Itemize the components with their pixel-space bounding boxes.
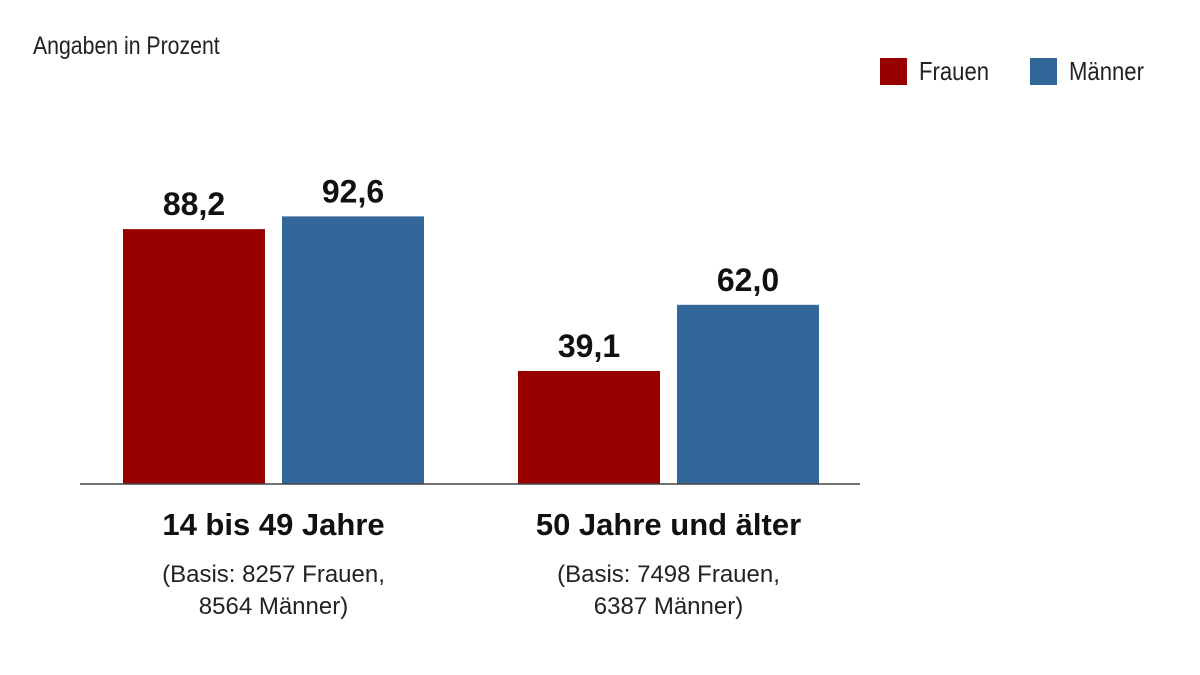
category-label: 14 bis 49 Jahre: [162, 507, 384, 542]
chart-subtitle: Angaben in Prozent: [33, 32, 220, 60]
bar-frauen: [518, 371, 660, 484]
category-label: 50 Jahre und älter: [536, 507, 801, 542]
data-label: 39,1: [558, 328, 620, 364]
bar-männer: [677, 304, 819, 484]
data-label: 92,6: [322, 173, 384, 209]
data-label: 88,2: [163, 186, 225, 222]
category-note: (Basis: 8257 Frauen,: [162, 561, 385, 588]
legend-item-maenner: Männer: [1030, 56, 1157, 87]
data-label: 62,0: [717, 262, 779, 298]
category-note: 6387 Männer): [594, 593, 743, 620]
category-note: (Basis: 7498 Frauen,: [557, 561, 780, 588]
category-note: 8564 Männer): [199, 593, 348, 620]
legend-label: Männer: [1069, 56, 1144, 86]
bar-frauen: [123, 229, 265, 484]
legend-label: Frauen: [919, 56, 990, 86]
bar-männer: [282, 216, 424, 485]
legend-swatch-maenner: [1030, 58, 1057, 85]
legend-item-frauen: Frauen: [880, 56, 1001, 87]
legend-swatch-frauen: [880, 58, 907, 85]
